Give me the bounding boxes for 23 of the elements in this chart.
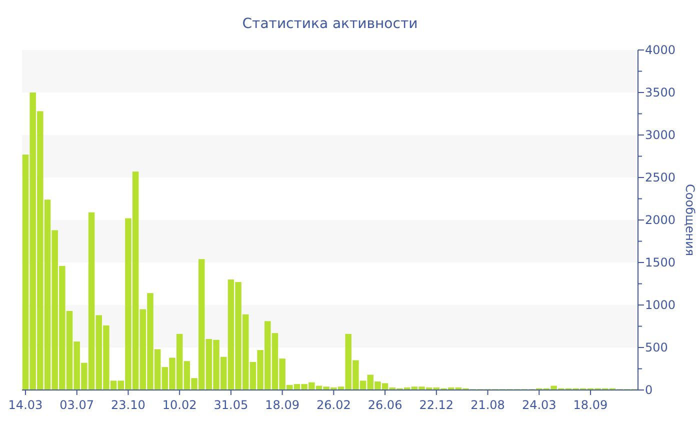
x-tick-label: 23.10 (111, 398, 146, 412)
x-tick-label: 22.12 (419, 398, 454, 412)
x-tick-label: 31.05 (214, 398, 248, 412)
x-tick-label: 14.03 (8, 398, 43, 412)
y-tick-label: 3500 (645, 86, 676, 100)
x-tick-label: 26.02 (316, 398, 351, 412)
x-tick-label: 24.03 (522, 398, 556, 412)
x-tick-label: 18.09 (265, 398, 300, 412)
y-tick-label: 1000 (645, 298, 676, 312)
y-tick-label: 3000 (645, 128, 676, 142)
y-tick-label: 4000 (645, 43, 676, 57)
y-tick-label: 2000 (645, 213, 676, 227)
x-tick-label: 26.06 (368, 398, 402, 412)
y-tick-label: 2500 (645, 170, 676, 184)
y-tick-label: 0 (645, 383, 653, 397)
y-tick-label: 500 (645, 340, 668, 354)
x-tick-label: 03.07 (60, 398, 94, 412)
y-axis-title: Сообщения (683, 184, 697, 256)
x-tick-label: 21.08 (470, 398, 505, 412)
y-tick-label: 1500 (645, 256, 676, 270)
x-tick-label: 10.02 (162, 398, 197, 412)
chart-title: Статистика активности (242, 16, 418, 32)
x-tick-label: 18.09 (573, 398, 608, 412)
